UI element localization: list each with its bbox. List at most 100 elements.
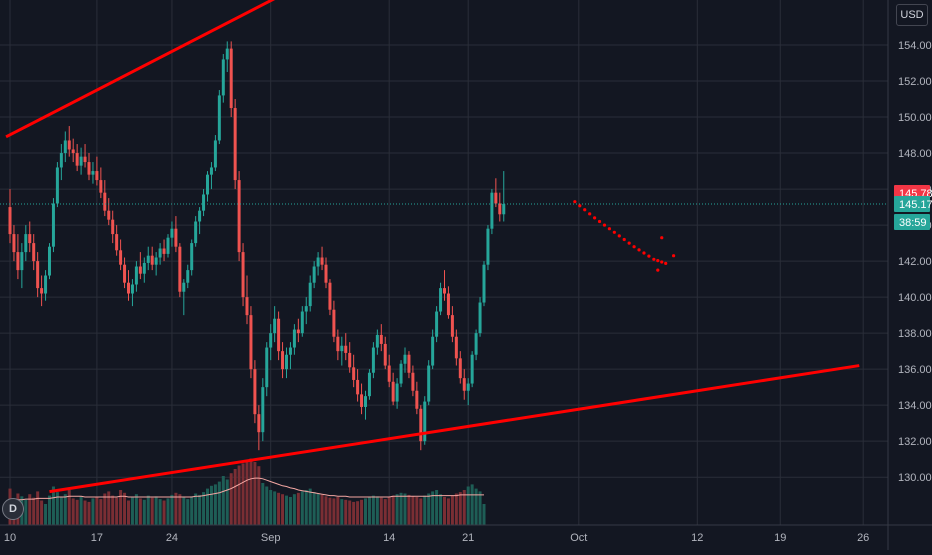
candle-body[interactable] [439,288,443,312]
candle-body[interactable] [356,379,360,395]
candle-body[interactable] [399,363,403,384]
candle-body[interactable] [209,167,213,175]
candle-body[interactable] [213,140,217,168]
candle-body[interactable] [55,167,59,204]
candle-body[interactable] [257,414,261,433]
candle-body[interactable] [32,243,36,262]
candle-body[interactable] [383,343,387,366]
candle-body[interactable] [51,203,55,247]
candle-body[interactable] [360,394,364,407]
candle-body[interactable] [16,252,20,271]
candle-body[interactable] [320,257,324,265]
lower-trendline[interactable] [49,364,860,494]
candle-body[interactable] [28,234,32,244]
candle-body[interactable] [419,408,423,442]
candle-body[interactable] [170,228,174,238]
candle-body[interactable] [87,162,91,175]
candle-body[interactable] [24,234,28,253]
candle-body[interactable] [288,347,292,355]
candle-body[interactable] [316,257,320,267]
candle-body[interactable] [387,365,391,382]
candle-body[interactable] [277,318,281,352]
candle-body[interactable] [79,156,83,166]
candle-body[interactable] [241,252,245,298]
candle-body[interactable] [174,228,178,247]
candle-body[interactable] [458,358,462,379]
candle-body[interactable] [190,243,194,271]
candle-body[interactable] [217,95,221,141]
candle-body[interactable] [494,192,498,204]
candle-body[interactable] [253,369,257,415]
candle-body[interactable] [119,250,123,265]
candle-body[interactable] [466,383,470,391]
candle-body[interactable] [67,140,71,150]
candle-body[interactable] [486,228,490,265]
candle-body[interactable] [454,336,458,359]
candle-body[interactable] [269,333,273,348]
candle-body[interactable] [134,266,138,285]
candle-body[interactable] [103,192,107,211]
candle-body[interactable] [71,149,75,154]
candle-body[interactable] [348,352,352,368]
candle-body[interactable] [107,210,111,220]
candle-body[interactable] [462,378,466,391]
candle-body[interactable] [364,396,367,407]
candle-body[interactable] [162,248,166,254]
candle-body[interactable] [312,266,316,283]
candle-body[interactable] [285,354,288,370]
candle-body[interactable] [99,180,103,193]
candle-body[interactable] [478,302,482,334]
candle-body[interactable] [379,334,383,344]
interval-badge[interactable]: D [2,498,24,520]
candle-body[interactable] [446,293,450,316]
candle-body[interactable] [154,257,158,265]
candle-body[interactable] [407,354,411,373]
candle-body[interactable] [123,264,127,283]
candle-body[interactable] [415,390,419,409]
candle-body[interactable] [395,383,399,402]
candle-body[interactable] [194,221,198,244]
candle-body[interactable] [474,333,478,355]
upper-trendline[interactable] [5,0,464,139]
candle-body[interactable] [332,309,336,337]
candle-body[interactable] [138,266,142,274]
candle-body[interactable] [498,203,502,215]
candle-body[interactable] [249,315,253,370]
candle-body[interactable] [75,153,79,166]
candle-body[interactable] [328,282,332,310]
candle-body[interactable] [300,311,304,334]
candle-body[interactable] [265,347,269,388]
candle-body[interactable] [423,401,427,442]
candle-body[interactable] [261,387,265,433]
candle-body[interactable] [490,192,494,229]
candle-body[interactable] [40,288,44,294]
candle-body[interactable] [115,234,119,251]
candle-body[interactable] [411,372,415,391]
candle-body[interactable] [470,354,474,384]
candle-body[interactable] [48,246,51,276]
candle-body[interactable] [281,351,285,370]
candle-body[interactable] [324,264,328,283]
candle-body[interactable] [221,59,225,96]
candle-body[interactable] [273,318,277,334]
candle-body[interactable] [44,275,48,294]
candle-body[interactable] [245,297,249,316]
candle-body[interactable] [158,248,162,258]
candle-body[interactable] [12,234,16,253]
candle-body[interactable] [111,219,115,235]
candle-body[interactable] [391,381,395,402]
candle-body[interactable] [91,171,95,175]
currency-badge[interactable]: USD [896,4,928,26]
candle-body[interactable] [340,345,344,352]
candle-body[interactable] [435,311,439,337]
candle-body[interactable] [182,282,186,292]
candle-body[interactable] [443,288,446,294]
candle-body[interactable] [308,282,312,307]
candle-body[interactable] [225,48,229,60]
candle-body[interactable] [292,329,296,348]
candle-body[interactable] [63,140,67,154]
candle-body[interactable] [206,174,209,195]
candle-body[interactable] [8,207,12,235]
